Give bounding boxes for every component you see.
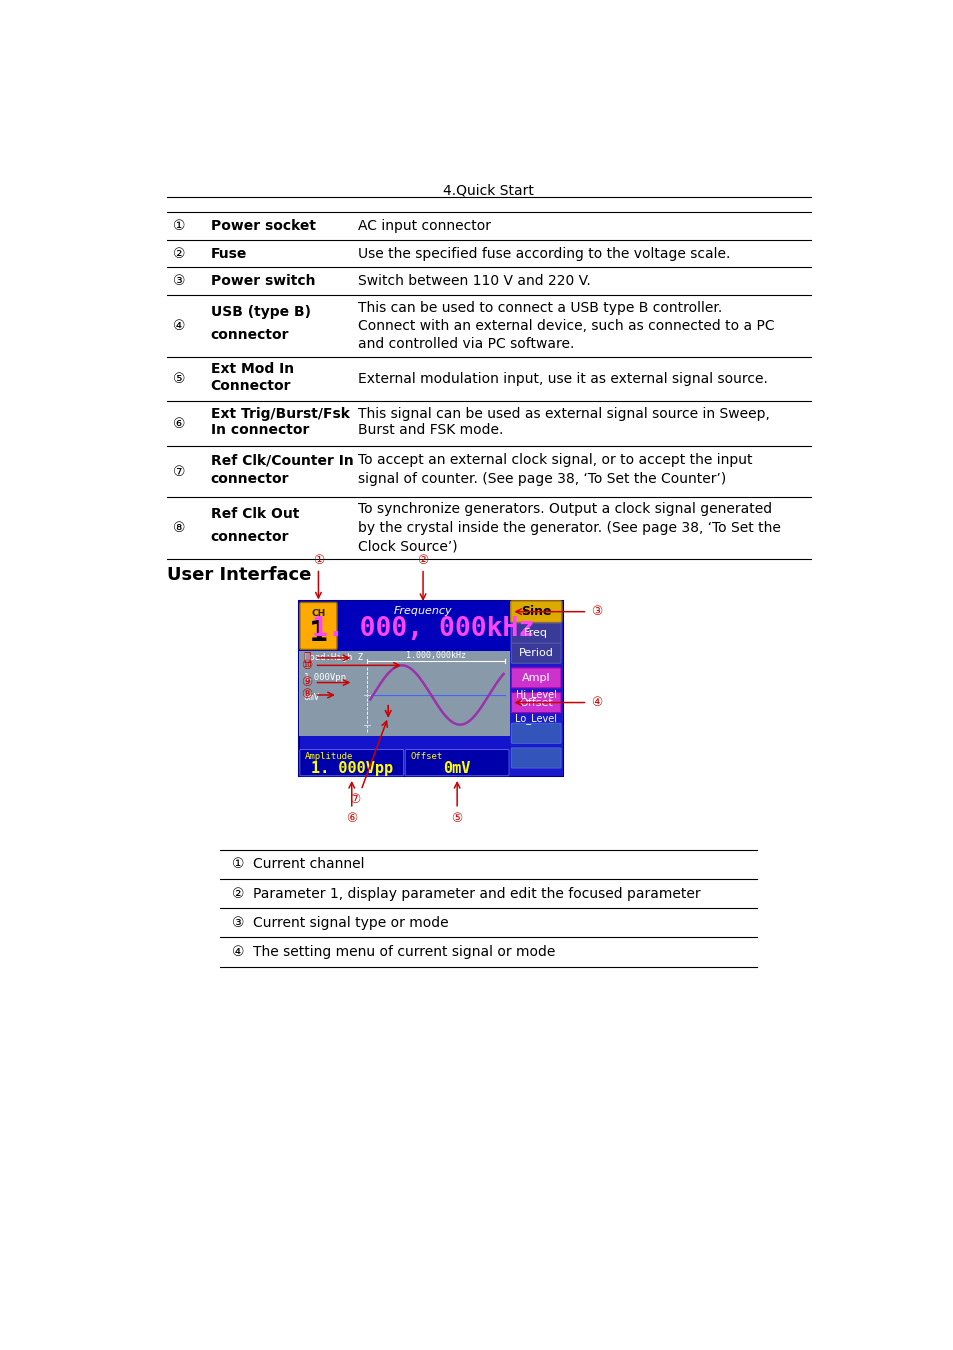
Text: User Interface: User Interface bbox=[167, 566, 312, 585]
Text: Offset: Offset bbox=[410, 752, 442, 761]
Text: Clock Source’): Clock Source’) bbox=[357, 539, 457, 553]
Text: 1: 1 bbox=[309, 618, 328, 647]
FancyBboxPatch shape bbox=[509, 601, 562, 776]
FancyBboxPatch shape bbox=[511, 668, 560, 688]
FancyBboxPatch shape bbox=[298, 749, 509, 776]
Text: Parameter 1, display parameter and edit the focused parameter: Parameter 1, display parameter and edit … bbox=[253, 887, 700, 900]
Text: ⑪: ⑪ bbox=[303, 652, 311, 664]
Text: ②: ② bbox=[417, 555, 428, 567]
Text: 0mV: 0mV bbox=[443, 761, 471, 776]
FancyBboxPatch shape bbox=[511, 643, 560, 663]
Text: ④: ④ bbox=[232, 945, 244, 958]
Text: Period: Period bbox=[518, 648, 553, 659]
Text: Sine: Sine bbox=[520, 605, 551, 618]
Text: ⑤: ⑤ bbox=[173, 373, 186, 386]
FancyBboxPatch shape bbox=[298, 651, 509, 736]
Text: Fuse: Fuse bbox=[211, 247, 247, 261]
Text: Freq: Freq bbox=[523, 628, 548, 639]
Text: To accept an external clock signal, or to accept the input: To accept an external clock signal, or t… bbox=[357, 454, 752, 467]
Text: This can be used to connect a USB type B controller.: This can be used to connect a USB type B… bbox=[357, 301, 721, 315]
FancyBboxPatch shape bbox=[299, 749, 403, 776]
Text: connector: connector bbox=[211, 472, 289, 486]
Text: 4.Quick Start: 4.Quick Start bbox=[443, 184, 534, 197]
Text: External modulation input, use it as external signal source.: External modulation input, use it as ext… bbox=[357, 373, 767, 386]
Text: ②: ② bbox=[173, 247, 186, 261]
Text: ④: ④ bbox=[173, 319, 186, 333]
Text: Hi_Level: Hi_Level bbox=[516, 688, 556, 699]
Text: Offset: Offset bbox=[518, 698, 553, 707]
Text: ③: ③ bbox=[232, 915, 244, 930]
Text: ①: ① bbox=[232, 857, 244, 871]
Text: ①: ① bbox=[313, 555, 324, 567]
Text: Ref Clk Out: Ref Clk Out bbox=[211, 508, 298, 521]
FancyBboxPatch shape bbox=[298, 601, 509, 651]
Text: Burst and FSK mode.: Burst and FSK mode. bbox=[357, 424, 503, 437]
Text: 1. 000Vpp: 1. 000Vpp bbox=[311, 761, 393, 776]
FancyBboxPatch shape bbox=[405, 749, 509, 776]
Text: ⑥: ⑥ bbox=[346, 811, 357, 825]
Text: Switch between 110 V and 220 V.: Switch between 110 V and 220 V. bbox=[357, 274, 590, 289]
Text: ⑨: ⑨ bbox=[301, 676, 312, 688]
Text: Ref Clk/Counter In: Ref Clk/Counter In bbox=[211, 454, 353, 467]
Text: Ampl: Ampl bbox=[521, 672, 550, 683]
Text: Amplitude: Amplitude bbox=[305, 752, 354, 761]
Text: This signal can be used as external signal source in Sweep,: This signal can be used as external sign… bbox=[357, 406, 769, 421]
Text: AC input connector: AC input connector bbox=[357, 219, 491, 234]
Text: by the crystal inside the generator. (See page 38, ‘To Set the: by the crystal inside the generator. (Se… bbox=[357, 521, 780, 535]
FancyBboxPatch shape bbox=[511, 748, 560, 768]
Text: ⑧: ⑧ bbox=[301, 688, 312, 702]
Text: Lo_Level: Lo_Level bbox=[515, 713, 557, 724]
Text: Power switch: Power switch bbox=[211, 274, 314, 289]
FancyBboxPatch shape bbox=[511, 693, 560, 713]
Text: Current channel: Current channel bbox=[253, 857, 364, 871]
Text: 1.000,000kHz: 1.000,000kHz bbox=[406, 651, 466, 660]
Text: The setting menu of current signal or mode: The setting menu of current signal or mo… bbox=[253, 945, 555, 958]
Text: Power socket: Power socket bbox=[211, 219, 315, 234]
Text: ③: ③ bbox=[591, 605, 601, 618]
Text: and controlled via PC software.: and controlled via PC software. bbox=[357, 338, 574, 351]
Text: Ext Mod In: Ext Mod In bbox=[211, 362, 294, 377]
Text: ⑥: ⑥ bbox=[173, 417, 186, 431]
Text: ⑦: ⑦ bbox=[349, 792, 360, 806]
Text: Frequency: Frequency bbox=[394, 606, 452, 616]
Text: connector: connector bbox=[211, 531, 289, 544]
Text: ⑩: ⑩ bbox=[301, 659, 312, 672]
Text: ⑤: ⑤ bbox=[451, 811, 462, 825]
FancyBboxPatch shape bbox=[298, 601, 562, 776]
Text: 0mV: 0mV bbox=[303, 693, 319, 702]
Text: 1. 000, 000kHz: 1. 000, 000kHz bbox=[312, 617, 534, 643]
Text: CH: CH bbox=[311, 609, 325, 618]
Text: Load:High Z: Load:High Z bbox=[303, 653, 362, 663]
Text: In connector: In connector bbox=[211, 424, 309, 437]
Text: ⑧: ⑧ bbox=[173, 521, 186, 535]
Text: 1.000Vpp: 1.000Vpp bbox=[303, 672, 346, 682]
FancyBboxPatch shape bbox=[510, 601, 561, 622]
Text: ④: ④ bbox=[591, 697, 601, 709]
Text: ①: ① bbox=[173, 219, 186, 234]
FancyBboxPatch shape bbox=[511, 624, 560, 643]
Text: Ext Trig/Burst/Fsk: Ext Trig/Burst/Fsk bbox=[211, 406, 349, 421]
Text: ②: ② bbox=[232, 887, 244, 900]
Text: Current signal type or mode: Current signal type or mode bbox=[253, 915, 448, 930]
Text: ⑦: ⑦ bbox=[173, 464, 186, 478]
FancyBboxPatch shape bbox=[299, 602, 336, 649]
Text: USB (type B): USB (type B) bbox=[211, 305, 311, 320]
Text: ③: ③ bbox=[173, 274, 186, 289]
Text: signal of counter. (See page 38, ‘To Set the Counter’): signal of counter. (See page 38, ‘To Set… bbox=[357, 472, 725, 486]
Text: Connect with an external device, such as connected to a PC: Connect with an external device, such as… bbox=[357, 319, 774, 333]
Text: Use the specified fuse according to the voltage scale.: Use the specified fuse according to the … bbox=[357, 247, 730, 261]
Text: To synchronize generators. Output a clock signal generated: To synchronize generators. Output a cloc… bbox=[357, 502, 771, 516]
Text: connector: connector bbox=[211, 328, 289, 343]
FancyBboxPatch shape bbox=[511, 724, 560, 744]
Text: Connector: Connector bbox=[211, 379, 291, 393]
